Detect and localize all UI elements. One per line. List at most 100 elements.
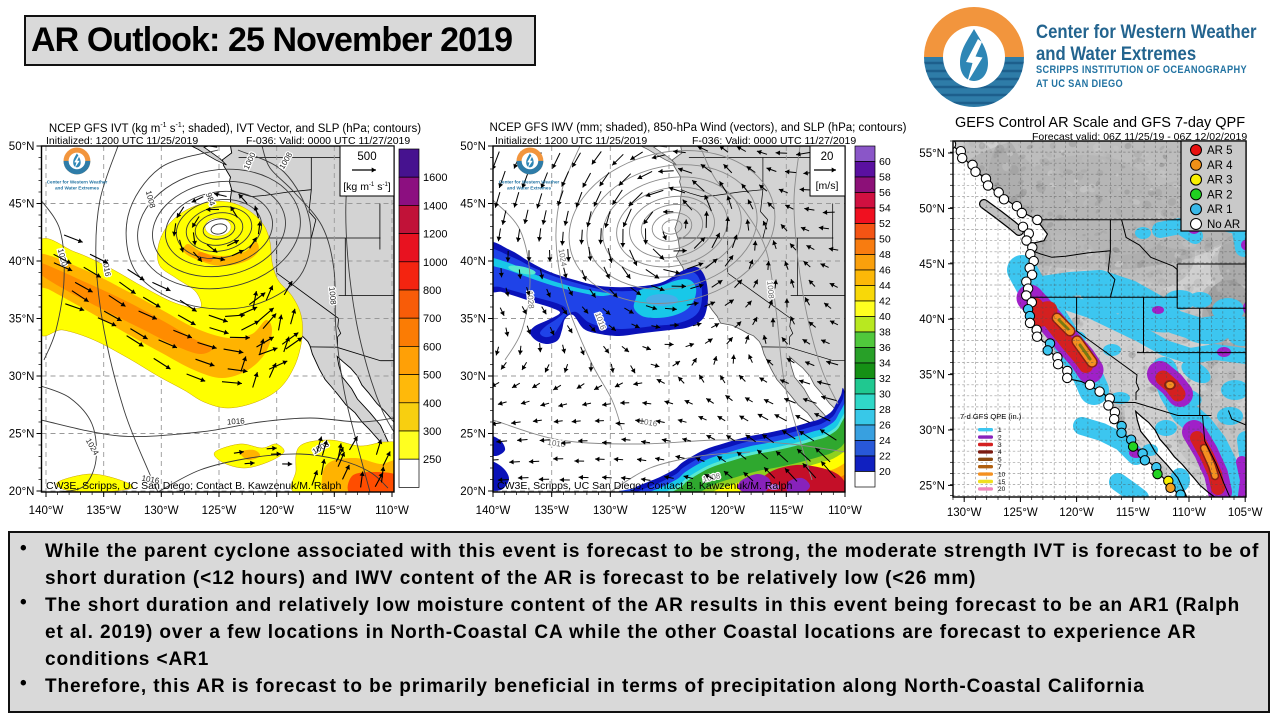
svg-text:52: 52 <box>879 218 891 230</box>
svg-text:40°N: 40°N <box>919 314 945 326</box>
svg-text:48: 48 <box>879 249 891 261</box>
svg-text:140°W: 140°W <box>476 505 511 517</box>
svg-text:140°W: 140°W <box>29 505 64 517</box>
svg-text:36: 36 <box>879 342 891 354</box>
svg-text:1016: 1016 <box>639 417 659 429</box>
svg-text:115°W: 115°W <box>1116 507 1150 519</box>
svg-text:[kg m-1 s-1]: [kg m-1 s-1] <box>343 181 391 193</box>
svg-text:34: 34 <box>879 358 891 370</box>
svg-text:300: 300 <box>423 426 441 438</box>
svg-text:125°W: 125°W <box>652 505 687 517</box>
svg-text:50°N: 50°N <box>919 203 945 215</box>
svg-text:1600: 1600 <box>423 172 447 184</box>
svg-text:120°W: 120°W <box>259 505 294 517</box>
svg-text:CW3E, Scripps, UC San Diego; C: CW3E, Scripps, UC San Diego; Contact B. … <box>497 480 792 492</box>
svg-text:400: 400 <box>423 398 441 410</box>
svg-text:50°N: 50°N <box>9 141 35 153</box>
svg-text:1008: 1008 <box>765 281 776 300</box>
svg-text:46: 46 <box>879 265 891 277</box>
svg-text:35°N: 35°N <box>919 370 945 382</box>
svg-text:AR 5: AR 5 <box>1207 145 1233 157</box>
svg-text:30°N: 30°N <box>919 425 945 437</box>
svg-text:7: 7 <box>998 464 1002 471</box>
svg-text:25°N: 25°N <box>919 480 945 492</box>
svg-text:and Water Extremes: and Water Extremes <box>507 186 551 191</box>
svg-text:600: 600 <box>423 341 441 353</box>
svg-text:110°W: 110°W <box>828 505 862 517</box>
svg-text:30: 30 <box>879 389 891 401</box>
svg-text:28: 28 <box>879 404 891 416</box>
svg-text:130°W: 130°W <box>593 505 628 517</box>
svg-text:40°N: 40°N <box>9 256 35 268</box>
svg-text:1016: 1016 <box>227 416 246 426</box>
svg-text:AR 2: AR 2 <box>1207 189 1233 201</box>
svg-text:125°W: 125°W <box>1003 507 1038 519</box>
svg-text:1: 1 <box>998 427 1002 434</box>
svg-text:50: 50 <box>879 234 891 246</box>
svg-text:1008: 1008 <box>327 287 338 306</box>
svg-text:20: 20 <box>879 466 891 478</box>
svg-text:15: 15 <box>998 479 1006 486</box>
svg-text:1016: 1016 <box>547 438 566 449</box>
svg-text:30°N: 30°N <box>9 371 35 383</box>
svg-text:44: 44 <box>879 280 891 292</box>
svg-text:135°W: 135°W <box>86 505 121 517</box>
svg-text:26: 26 <box>879 420 891 432</box>
svg-text:38: 38 <box>879 327 891 339</box>
svg-text:3: 3 <box>998 442 1002 449</box>
svg-text:20: 20 <box>998 486 1006 493</box>
svg-text:500: 500 <box>357 151 376 163</box>
svg-text:800: 800 <box>423 285 441 297</box>
svg-text:1000: 1000 <box>423 257 447 269</box>
svg-text:35°N: 35°N <box>460 314 486 326</box>
svg-text:and Water Extremes: and Water Extremes <box>55 186 99 191</box>
svg-text:115°W: 115°W <box>769 505 803 517</box>
svg-text:55°N: 55°N <box>919 148 945 160</box>
svg-text:10: 10 <box>998 471 1006 478</box>
svg-text:1200: 1200 <box>423 229 447 241</box>
svg-text:20°N: 20°N <box>9 486 35 498</box>
svg-text:1024: 1024 <box>84 437 101 457</box>
svg-text:115°W: 115°W <box>317 505 351 517</box>
svg-text:135°W: 135°W <box>534 505 569 517</box>
svg-text:35°N: 35°N <box>9 314 35 326</box>
svg-text:56: 56 <box>879 187 891 199</box>
svg-text:20°N: 20°N <box>460 486 486 498</box>
svg-text:105°W: 105°W <box>1228 507 1263 519</box>
svg-text:700: 700 <box>423 313 441 325</box>
svg-text:120°W: 120°W <box>1059 507 1094 519</box>
svg-text:4: 4 <box>998 449 1002 456</box>
svg-text:[m/s]: [m/s] <box>816 180 839 192</box>
svg-text:42: 42 <box>879 296 891 308</box>
svg-text:2: 2 <box>998 434 1002 441</box>
svg-text:45°N: 45°N <box>9 199 35 211</box>
svg-text:20: 20 <box>821 151 834 163</box>
svg-text:50°N: 50°N <box>460 141 486 153</box>
svg-text:500: 500 <box>423 370 441 382</box>
svg-text:25°N: 25°N <box>460 429 486 441</box>
svg-text:250: 250 <box>423 454 441 466</box>
svg-text:110°W: 110°W <box>1172 507 1206 519</box>
svg-text:32: 32 <box>879 373 891 385</box>
svg-text:120°W: 120°W <box>710 505 745 517</box>
svg-text:45°N: 45°N <box>460 199 486 211</box>
svg-text:58: 58 <box>879 172 891 184</box>
svg-text:AR 3: AR 3 <box>1207 175 1233 187</box>
svg-text:1008: 1008 <box>144 190 157 210</box>
svg-text:40°N: 40°N <box>460 256 486 268</box>
svg-text:AR 4: AR 4 <box>1207 160 1233 172</box>
svg-text:1028: 1028 <box>525 291 536 310</box>
svg-text:AR 1: AR 1 <box>1207 204 1233 216</box>
svg-text:130°W: 130°W <box>947 507 982 519</box>
svg-text:125°W: 125°W <box>202 505 237 517</box>
svg-text:45°N: 45°N <box>919 259 945 271</box>
svg-text:No AR: No AR <box>1207 219 1240 231</box>
svg-text:7-d GFS QPE (in.): 7-d GFS QPE (in.) <box>960 412 1022 421</box>
svg-text:Center for Western Weather: Center for Western Weather <box>47 180 108 185</box>
svg-text:24: 24 <box>879 435 891 447</box>
svg-text:CW3E, Scripps, UC San Diego; C: CW3E, Scripps, UC San Diego; Contact B. … <box>46 480 341 492</box>
svg-text:Center for Western Weather: Center for Western Weather <box>499 180 560 185</box>
svg-text:130°W: 130°W <box>144 505 179 517</box>
svg-text:110°W: 110°W <box>375 505 409 517</box>
svg-text:30°N: 30°N <box>460 371 486 383</box>
